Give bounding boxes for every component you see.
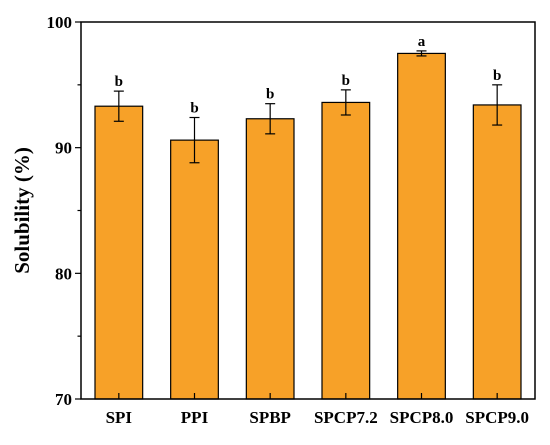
bar-spi (94, 105, 144, 400)
error-bar (416, 50, 427, 57)
y-axis-title: Solubility (%) (10, 147, 34, 274)
bar-spcp9-0 (472, 104, 522, 400)
bar-spbp (245, 118, 295, 400)
significance-label: b (266, 87, 274, 103)
significance-label: b (115, 74, 123, 90)
error-bar (340, 89, 351, 116)
y-axis-ticks: 70 80 90 100 (47, 13, 81, 409)
significance-label: a (418, 34, 426, 50)
error-bar (113, 90, 124, 122)
x-tick-label: SPBP (249, 408, 291, 427)
significance-label: b (493, 68, 501, 84)
x-tick-label: PPI (181, 408, 209, 427)
plot-frame (80, 21, 536, 400)
error-bar (189, 116, 200, 164)
y-tick-label: 70 (55, 390, 72, 409)
y-tick-label: 90 (55, 139, 72, 158)
x-tick-label: SPI (106, 408, 133, 427)
bar-spcp7-2 (321, 101, 371, 400)
bars-layer (94, 52, 522, 400)
x-tick-label: SPCP7.2 (314, 408, 378, 427)
significance-label: b (190, 101, 198, 117)
significance-label: b (342, 73, 350, 89)
x-tick-label: SPCP8.0 (390, 408, 454, 427)
error-bars-layer (113, 50, 503, 164)
bar-spcp8-0 (397, 52, 446, 400)
y-tick-label: 100 (47, 13, 73, 32)
error-bar (492, 84, 503, 126)
error-bar (265, 103, 276, 135)
significance-labels-layer: b b b b a b (115, 34, 502, 117)
bar-ppi (170, 139, 219, 400)
y-tick-label: 80 (55, 264, 72, 283)
x-tick-label: SPCP9.0 (465, 408, 529, 427)
x-axis-ticks: SPI PPI SPBP SPCP7.2 SPCP8.0 SPCP9.0 (106, 393, 529, 427)
